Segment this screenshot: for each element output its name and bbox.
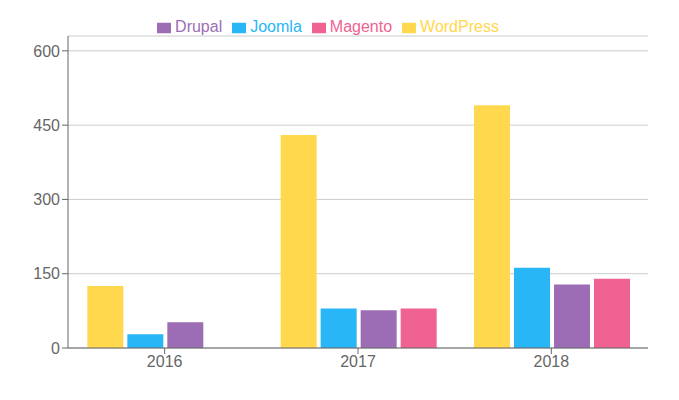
svg-text:450: 450 bbox=[33, 117, 60, 134]
svg-text:2018: 2018 bbox=[534, 353, 570, 370]
svg-text:0: 0 bbox=[51, 340, 60, 357]
html-text:Joomla: Joomla bbox=[250, 18, 302, 35]
svg-text:600: 600 bbox=[33, 43, 60, 60]
svg-text:2016: 2016 bbox=[147, 353, 183, 370]
html-text:WordPress: WordPress bbox=[420, 18, 499, 35]
html-text:Drupal: Drupal bbox=[175, 18, 223, 35]
svg-text:2017: 2017 bbox=[340, 353, 376, 370]
html-text:Magento: Magento bbox=[329, 18, 393, 35]
svg-text:150: 150 bbox=[33, 265, 60, 282]
svg-text:300: 300 bbox=[33, 191, 60, 208]
